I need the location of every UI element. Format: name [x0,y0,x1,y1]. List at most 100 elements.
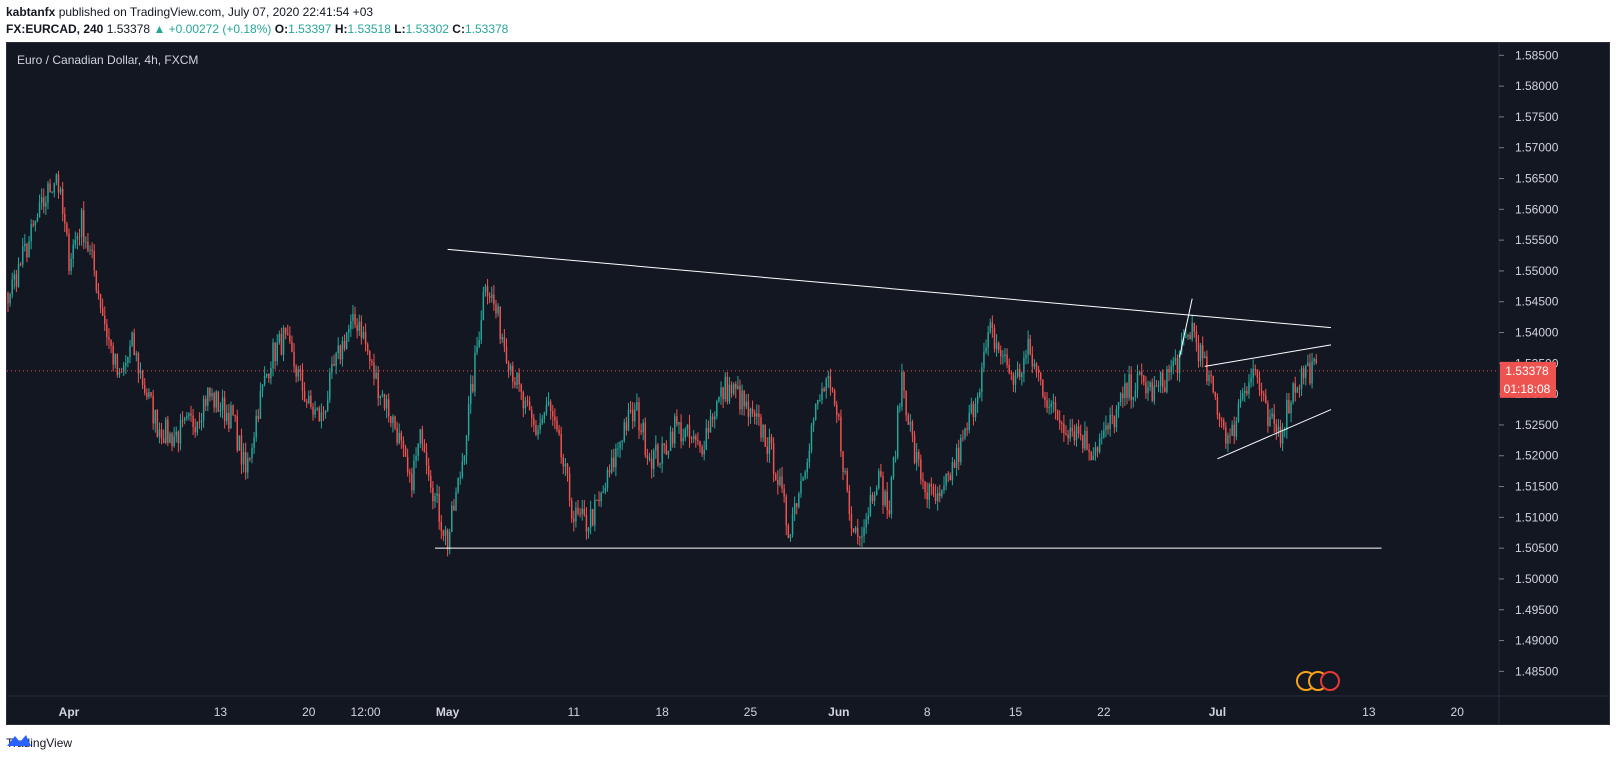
candle-body [976,396,979,404]
candle-body [150,392,152,396]
candle-body [371,361,373,363]
candle-body [716,401,718,417]
candle-body [238,435,241,451]
candle-body [903,371,905,392]
candle-body [1271,413,1273,417]
candle-body [560,433,562,458]
candle-body [659,463,661,465]
candle-body [240,435,243,465]
candle-body [1191,322,1193,340]
candle-body [112,345,114,365]
candle-body [796,503,798,507]
candle-body [1277,426,1280,432]
candle-body [221,397,224,410]
candle-body [1161,372,1164,388]
candle-body [644,422,647,456]
publisher-name[interactable]: kabtanfx [6,5,56,19]
candle-body [537,429,539,436]
candle-body [57,174,60,193]
candle-body [979,391,981,397]
last-price: 1.53378 [106,22,151,36]
candlestick-chart[interactable]: 1.58500 1.58000 1.57500 1.57000 1.56500 1.560… [7,43,1609,724]
candle-body [606,470,609,489]
time-tick-label: 20 [1451,705,1465,719]
candle-body [1197,342,1200,362]
price-tick-label: 1.54500 [1515,295,1559,309]
candle-body [154,409,156,424]
candle-body [1309,362,1311,384]
candle-body [1044,396,1046,401]
candle-body [249,457,251,459]
candle-body [484,286,487,292]
candle-body [1090,451,1092,461]
candle-body [255,415,257,438]
candle-body [215,391,217,408]
candle-body [64,213,66,224]
candle-body [242,451,245,465]
drawing-line-3 [1217,409,1332,460]
candle-body [1042,379,1044,397]
candle-body [158,429,161,437]
candle-body [833,390,836,405]
candle-body [1014,376,1017,385]
candle-body [173,436,175,447]
candle-body [1103,430,1105,438]
candle-body [589,509,592,528]
candle-body [690,437,693,439]
candle-body [74,239,77,245]
candle-body [1260,389,1263,394]
candle-body [293,351,295,367]
candle-body [1035,363,1038,370]
candle-body [200,420,203,423]
candle-body [932,486,935,494]
candle-body [1155,385,1158,387]
candle-body [867,515,870,520]
candle-body [70,258,72,271]
candle-body [316,408,318,410]
candle-body [179,420,182,444]
candle-body [1283,429,1286,431]
time-tick-label: Apr [59,705,80,719]
candle-body [21,246,24,265]
candle-body [82,210,85,243]
candle-body [495,304,497,314]
candle-body [463,455,466,462]
candle-body [526,400,529,402]
chart-panel[interactable]: 1.58500 1.58000 1.57500 1.57000 1.56500 1.560… [6,42,1610,725]
candle-body [522,391,525,409]
candle-body [348,328,350,333]
candle-body [1149,382,1151,388]
candle-body [728,384,731,402]
time-tick-label: 13 [214,705,228,719]
candle-body [623,422,626,441]
candle-body [1195,331,1198,343]
candle-body [276,342,278,362]
candle-body [217,391,220,412]
candle-body [95,270,98,291]
candle-body [600,493,602,502]
candle-body [846,471,848,491]
candle-body [718,396,720,402]
candle-body [343,340,346,349]
candle-body [798,493,800,507]
footer-brand[interactable]: TradingView [6,733,72,753]
candle-body [909,421,912,425]
candle-body [964,428,966,439]
candle-body [268,373,270,379]
candle-body [1075,426,1078,441]
tradingview-logo-icon [7,735,31,746]
candle-body [552,410,554,417]
candle-body [869,494,872,516]
candle-body [135,353,138,355]
candle-body [141,371,144,385]
candle-body [1105,425,1107,431]
candle-body [1094,447,1097,456]
candle-body [1025,354,1027,359]
candle-body [678,422,680,425]
candle-body [686,424,689,430]
published-text: published on TradingView.com, July 07, 2… [58,5,374,19]
candle-body [165,419,167,443]
candle-body [19,263,22,265]
candle-body [587,527,590,532]
candle-body [1050,403,1052,407]
